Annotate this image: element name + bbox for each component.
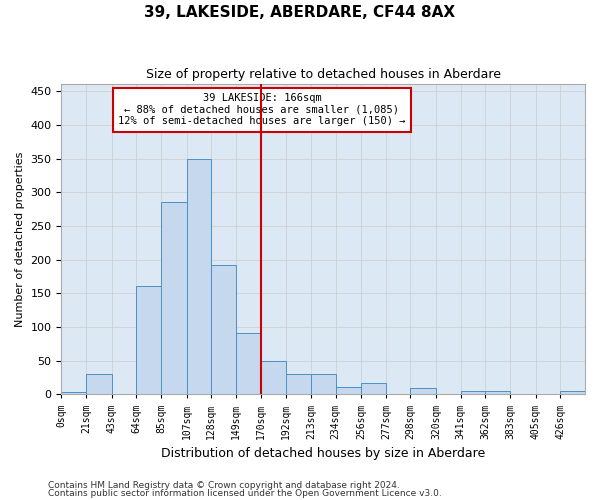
- Bar: [461, 391, 485, 394]
- Bar: [311, 374, 335, 394]
- X-axis label: Distribution of detached houses by size in Aberdare: Distribution of detached houses by size …: [161, 447, 485, 460]
- Bar: [187, 158, 211, 394]
- Bar: [211, 265, 236, 394]
- Bar: [410, 388, 436, 394]
- Bar: [136, 286, 161, 395]
- Bar: [86, 374, 112, 394]
- Bar: [485, 391, 510, 394]
- Bar: [361, 383, 386, 394]
- Bar: [335, 387, 361, 394]
- Text: 39 LAKESIDE: 166sqm
← 88% of detached houses are smaller (1,085)
12% of semi-det: 39 LAKESIDE: 166sqm ← 88% of detached ho…: [118, 94, 406, 126]
- Bar: [161, 202, 187, 394]
- Title: Size of property relative to detached houses in Aberdare: Size of property relative to detached ho…: [146, 68, 501, 80]
- Text: 39, LAKESIDE, ABERDARE, CF44 8AX: 39, LAKESIDE, ABERDARE, CF44 8AX: [145, 5, 455, 20]
- Bar: [560, 391, 585, 394]
- Text: Contains HM Land Registry data © Crown copyright and database right 2024.: Contains HM Land Registry data © Crown c…: [48, 480, 400, 490]
- Bar: [286, 374, 311, 394]
- Y-axis label: Number of detached properties: Number of detached properties: [15, 152, 25, 327]
- Text: Contains public sector information licensed under the Open Government Licence v3: Contains public sector information licen…: [48, 489, 442, 498]
- Bar: [61, 392, 86, 394]
- Bar: [236, 333, 260, 394]
- Bar: [260, 360, 286, 394]
